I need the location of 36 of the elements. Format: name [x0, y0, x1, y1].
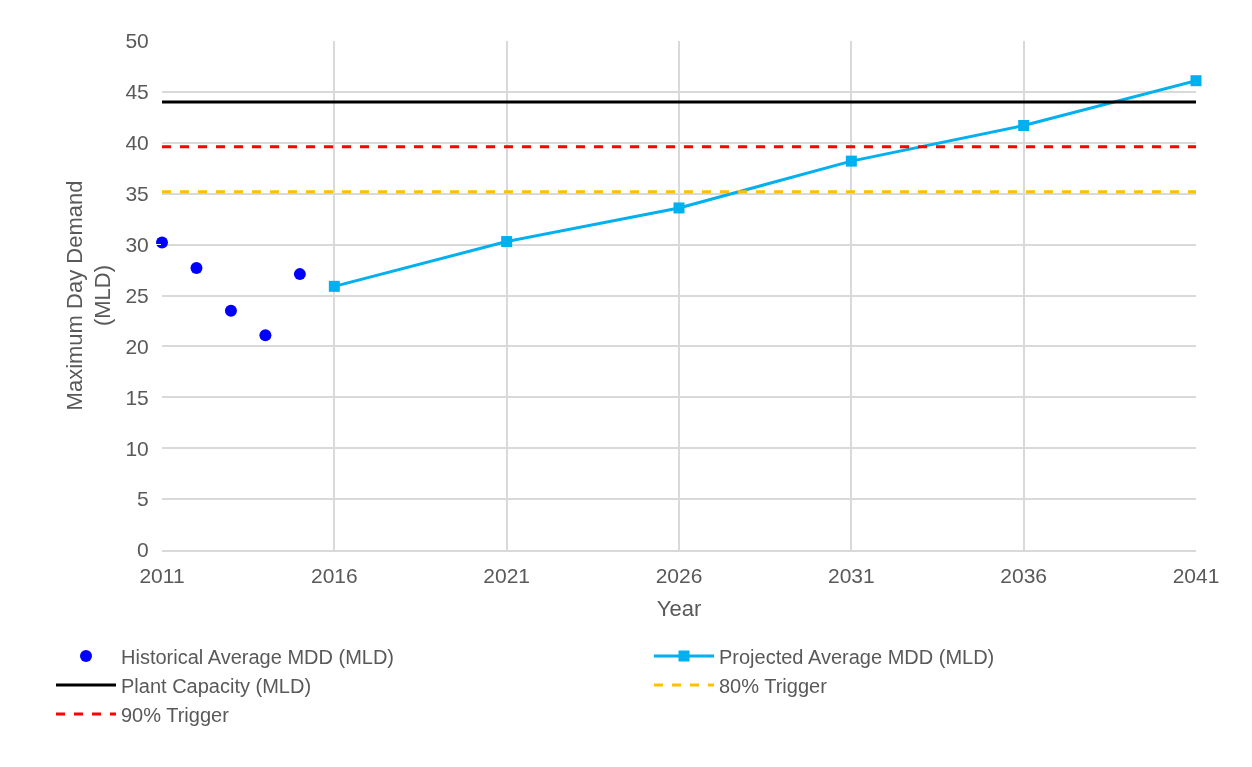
- point: [501, 236, 513, 248]
- y-tick-label: 35: [125, 182, 149, 206]
- y-tick-label: 15: [125, 385, 149, 409]
- point: [224, 304, 237, 317]
- y-tick-label: 20: [125, 334, 149, 358]
- point: [156, 236, 168, 249]
- x-tick-label: 2026: [655, 563, 703, 587]
- point: [1018, 119, 1030, 131]
- x-tick-label: 2016: [310, 563, 358, 587]
- x-tick-label: 2011: [139, 563, 185, 587]
- point: [259, 329, 272, 342]
- legend-label: Plant Capacity (MLD): [121, 674, 312, 697]
- y-tick-label: 40: [125, 131, 149, 155]
- x-tick-label: 2021: [483, 563, 531, 587]
- y-tick-label: 25: [125, 283, 149, 307]
- legend-label: Historical Average MDD (MLD): [121, 645, 395, 668]
- point: [673, 202, 685, 214]
- point: [293, 268, 306, 281]
- point: [1190, 75, 1202, 87]
- point: [190, 262, 203, 274]
- x-tick-label: 2036: [1000, 563, 1048, 587]
- y-tick-label: 10: [125, 436, 149, 460]
- legend-label: 90% Trigger: [121, 703, 230, 726]
- y-tick-label: 0: [137, 538, 149, 562]
- point: [845, 155, 857, 167]
- x-axis-title: Year: [656, 596, 702, 622]
- legend-label: Projected Average MDD (MLD): [719, 645, 995, 668]
- x-tick-label: 2031: [827, 563, 875, 587]
- x-tick-label: 2041: [1172, 563, 1220, 587]
- y-tick-label: 5: [137, 487, 149, 511]
- y-tick-label: 50: [125, 29, 149, 53]
- y-tick-label: 45: [125, 80, 149, 104]
- legend-label: 80% Trigger: [719, 674, 828, 697]
- y-axis-title: Maximum Day Demand (MLD): [61, 180, 116, 411]
- y-tick-label: 30: [125, 232, 149, 256]
- point: [328, 280, 340, 292]
